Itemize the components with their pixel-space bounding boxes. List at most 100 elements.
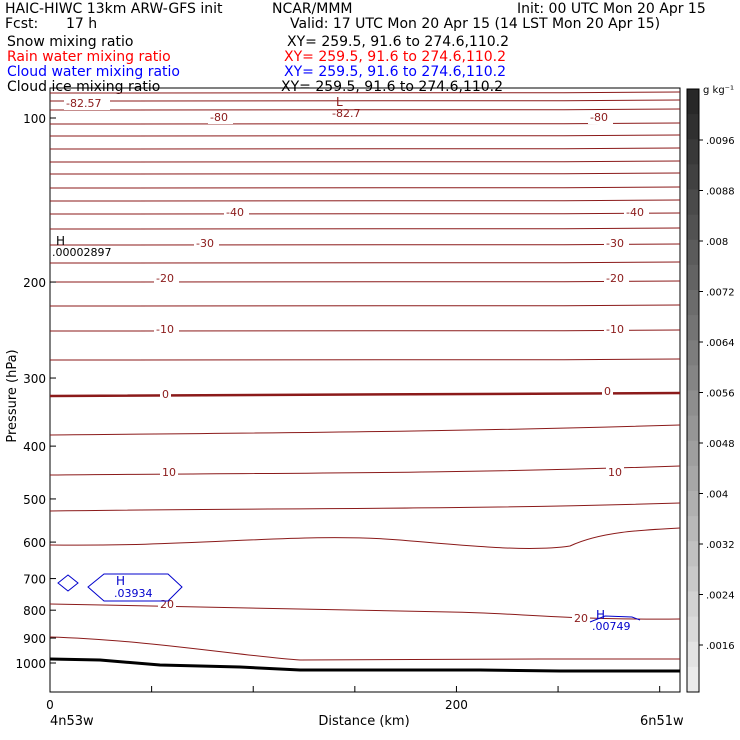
low-marker: L — [336, 95, 343, 109]
contour-label-bg — [588, 111, 613, 124]
field-cloudice-xy: XY= 259.5, 91.6 to 274.6,110.2 — [281, 79, 504, 95]
colorbar-swatch — [687, 89, 699, 115]
contour-label-bg — [154, 272, 179, 285]
valid-time: Valid: 17 UTC Mon 20 Apr 15 (14 LST Mon … — [290, 16, 661, 32]
contour-label: -10 — [156, 323, 174, 336]
contour-label-bg — [208, 111, 233, 124]
contour-label: -80 — [590, 111, 608, 124]
contour-label: -10 — [606, 323, 624, 336]
contour-label-bg — [160, 388, 171, 401]
y-tick-label: 400 — [23, 440, 46, 454]
contour-label-bg — [604, 272, 629, 285]
contour-label-bg — [572, 612, 590, 625]
contour-label: -20 — [606, 272, 624, 285]
y-tick-label: 900 — [23, 632, 46, 646]
y-tick-label: 1000 — [15, 657, 46, 671]
colorbar-swatch — [687, 264, 699, 291]
contour-line — [49, 465, 681, 476]
colorbar-swatch — [687, 440, 699, 467]
colorbar-swatch — [687, 465, 699, 492]
cloud-water-diamond — [57, 574, 79, 592]
y-tick-label: 700 — [23, 573, 46, 587]
contour-line — [49, 261, 681, 264]
colorbar-swatch — [687, 315, 699, 341]
high-value-cloud: .03934 — [114, 587, 153, 600]
contour-label-bg — [606, 466, 624, 479]
x-start-label: 4n53w — [50, 714, 94, 729]
contour-label: 0 — [604, 385, 611, 398]
colorbar-frame — [686, 88, 700, 693]
y-tick-label: 500 — [23, 493, 46, 507]
contour-label: 10 — [608, 466, 622, 479]
contour-line — [49, 199, 681, 202]
contour-line — [49, 134, 681, 137]
contour-label-bg — [64, 97, 110, 110]
colorbar-tick-label: .0096 — [706, 136, 735, 147]
colorbar-swatch — [687, 290, 699, 316]
colorbar-tick-label: .0056 — [706, 389, 735, 400]
contour-line — [49, 304, 681, 307]
colorbar-swatch — [687, 666, 699, 693]
field-snow-xy: XY= 259.5, 91.6 to 274.6,110.2 — [287, 34, 510, 50]
contour-label: 0 — [162, 388, 169, 401]
x-tick-label: 200 — [445, 698, 468, 712]
contour-label-bg — [160, 466, 178, 479]
colorbar-swatch — [687, 491, 699, 517]
field-rain-name: Rain water mixing ratio — [7, 49, 171, 65]
colorbar-tick-label: .004 — [706, 490, 728, 501]
high-value-ice: .00002897 — [52, 246, 112, 259]
y-tick-label: 300 — [23, 372, 46, 386]
contour-line — [49, 160, 681, 163]
contour-line — [49, 358, 681, 361]
colorbar-swatch — [687, 566, 699, 592]
contour-label: -30 — [196, 237, 214, 250]
colorbar-tick-label: .008 — [706, 237, 728, 248]
contour-line — [49, 243, 681, 246]
contour-label: -20 — [156, 272, 174, 285]
colorbar-swatch — [687, 591, 699, 618]
colorbar-swatch — [687, 541, 699, 567]
contour-line — [49, 91, 681, 94]
org-label: NCAR/MMM — [272, 1, 353, 17]
forecast-label: Fcst: — [5, 16, 39, 32]
field-rain-xy: XY= 259.5, 91.6 to 274.6,110.2 — [284, 49, 507, 65]
colorbar-swatch — [687, 616, 699, 643]
colorbar-swatch — [687, 340, 699, 366]
high-marker-cloud-right: H — [596, 608, 605, 622]
contour-label: 20 — [160, 598, 174, 611]
colorbar-tick-label: .0032 — [706, 540, 735, 551]
x-tick-label: 0 — [46, 698, 54, 712]
contour-line — [49, 186, 681, 189]
contour-label: 20 — [574, 612, 588, 625]
contour-label-bg — [224, 206, 249, 219]
high-value-cloud-right: .00749 — [592, 620, 631, 633]
colorbar-tick-label: .0016 — [706, 641, 735, 652]
contour-labels: -82.57 -80 -80 -40 -40 -30 -30 -20 -20 -10 -10 0 0 10… — [64, 97, 649, 625]
high-marker-cloud: H — [116, 574, 125, 588]
contour-label: -82.57 — [66, 97, 101, 110]
contour-line — [49, 502, 681, 512]
contour-label-bg — [602, 385, 613, 398]
colorbar-swatch — [687, 239, 699, 266]
colorbar-tick-label: .0024 — [706, 591, 735, 602]
y-tick-label: 800 — [23, 604, 46, 618]
contour-label: -40 — [226, 206, 244, 219]
contour-line — [49, 636, 681, 661]
contour-label-bg — [624, 206, 649, 219]
cloud-water-blob — [87, 573, 183, 602]
colorbar-tick-label: .0064 — [706, 338, 735, 349]
contour-line — [49, 108, 681, 111]
field-snow-name: Snow mixing ratio — [7, 34, 134, 50]
contour-line — [49, 329, 681, 332]
contour-label-bg — [194, 237, 219, 250]
contour-line — [49, 227, 681, 230]
colorbar-swatch — [687, 114, 699, 140]
colorbar-swatch — [687, 189, 699, 216]
colorbar-swatch — [687, 139, 699, 165]
colorbar: .0096 .0088 .008 .0072 .0064 .0056 .0048 .004 .0… — [686, 88, 735, 693]
contour-label-bg — [154, 323, 179, 336]
y-tick-label: 600 — [23, 536, 46, 550]
colorbar-swatch — [687, 641, 699, 668]
y-axis-label: Pressure (hPa) — [5, 349, 20, 442]
